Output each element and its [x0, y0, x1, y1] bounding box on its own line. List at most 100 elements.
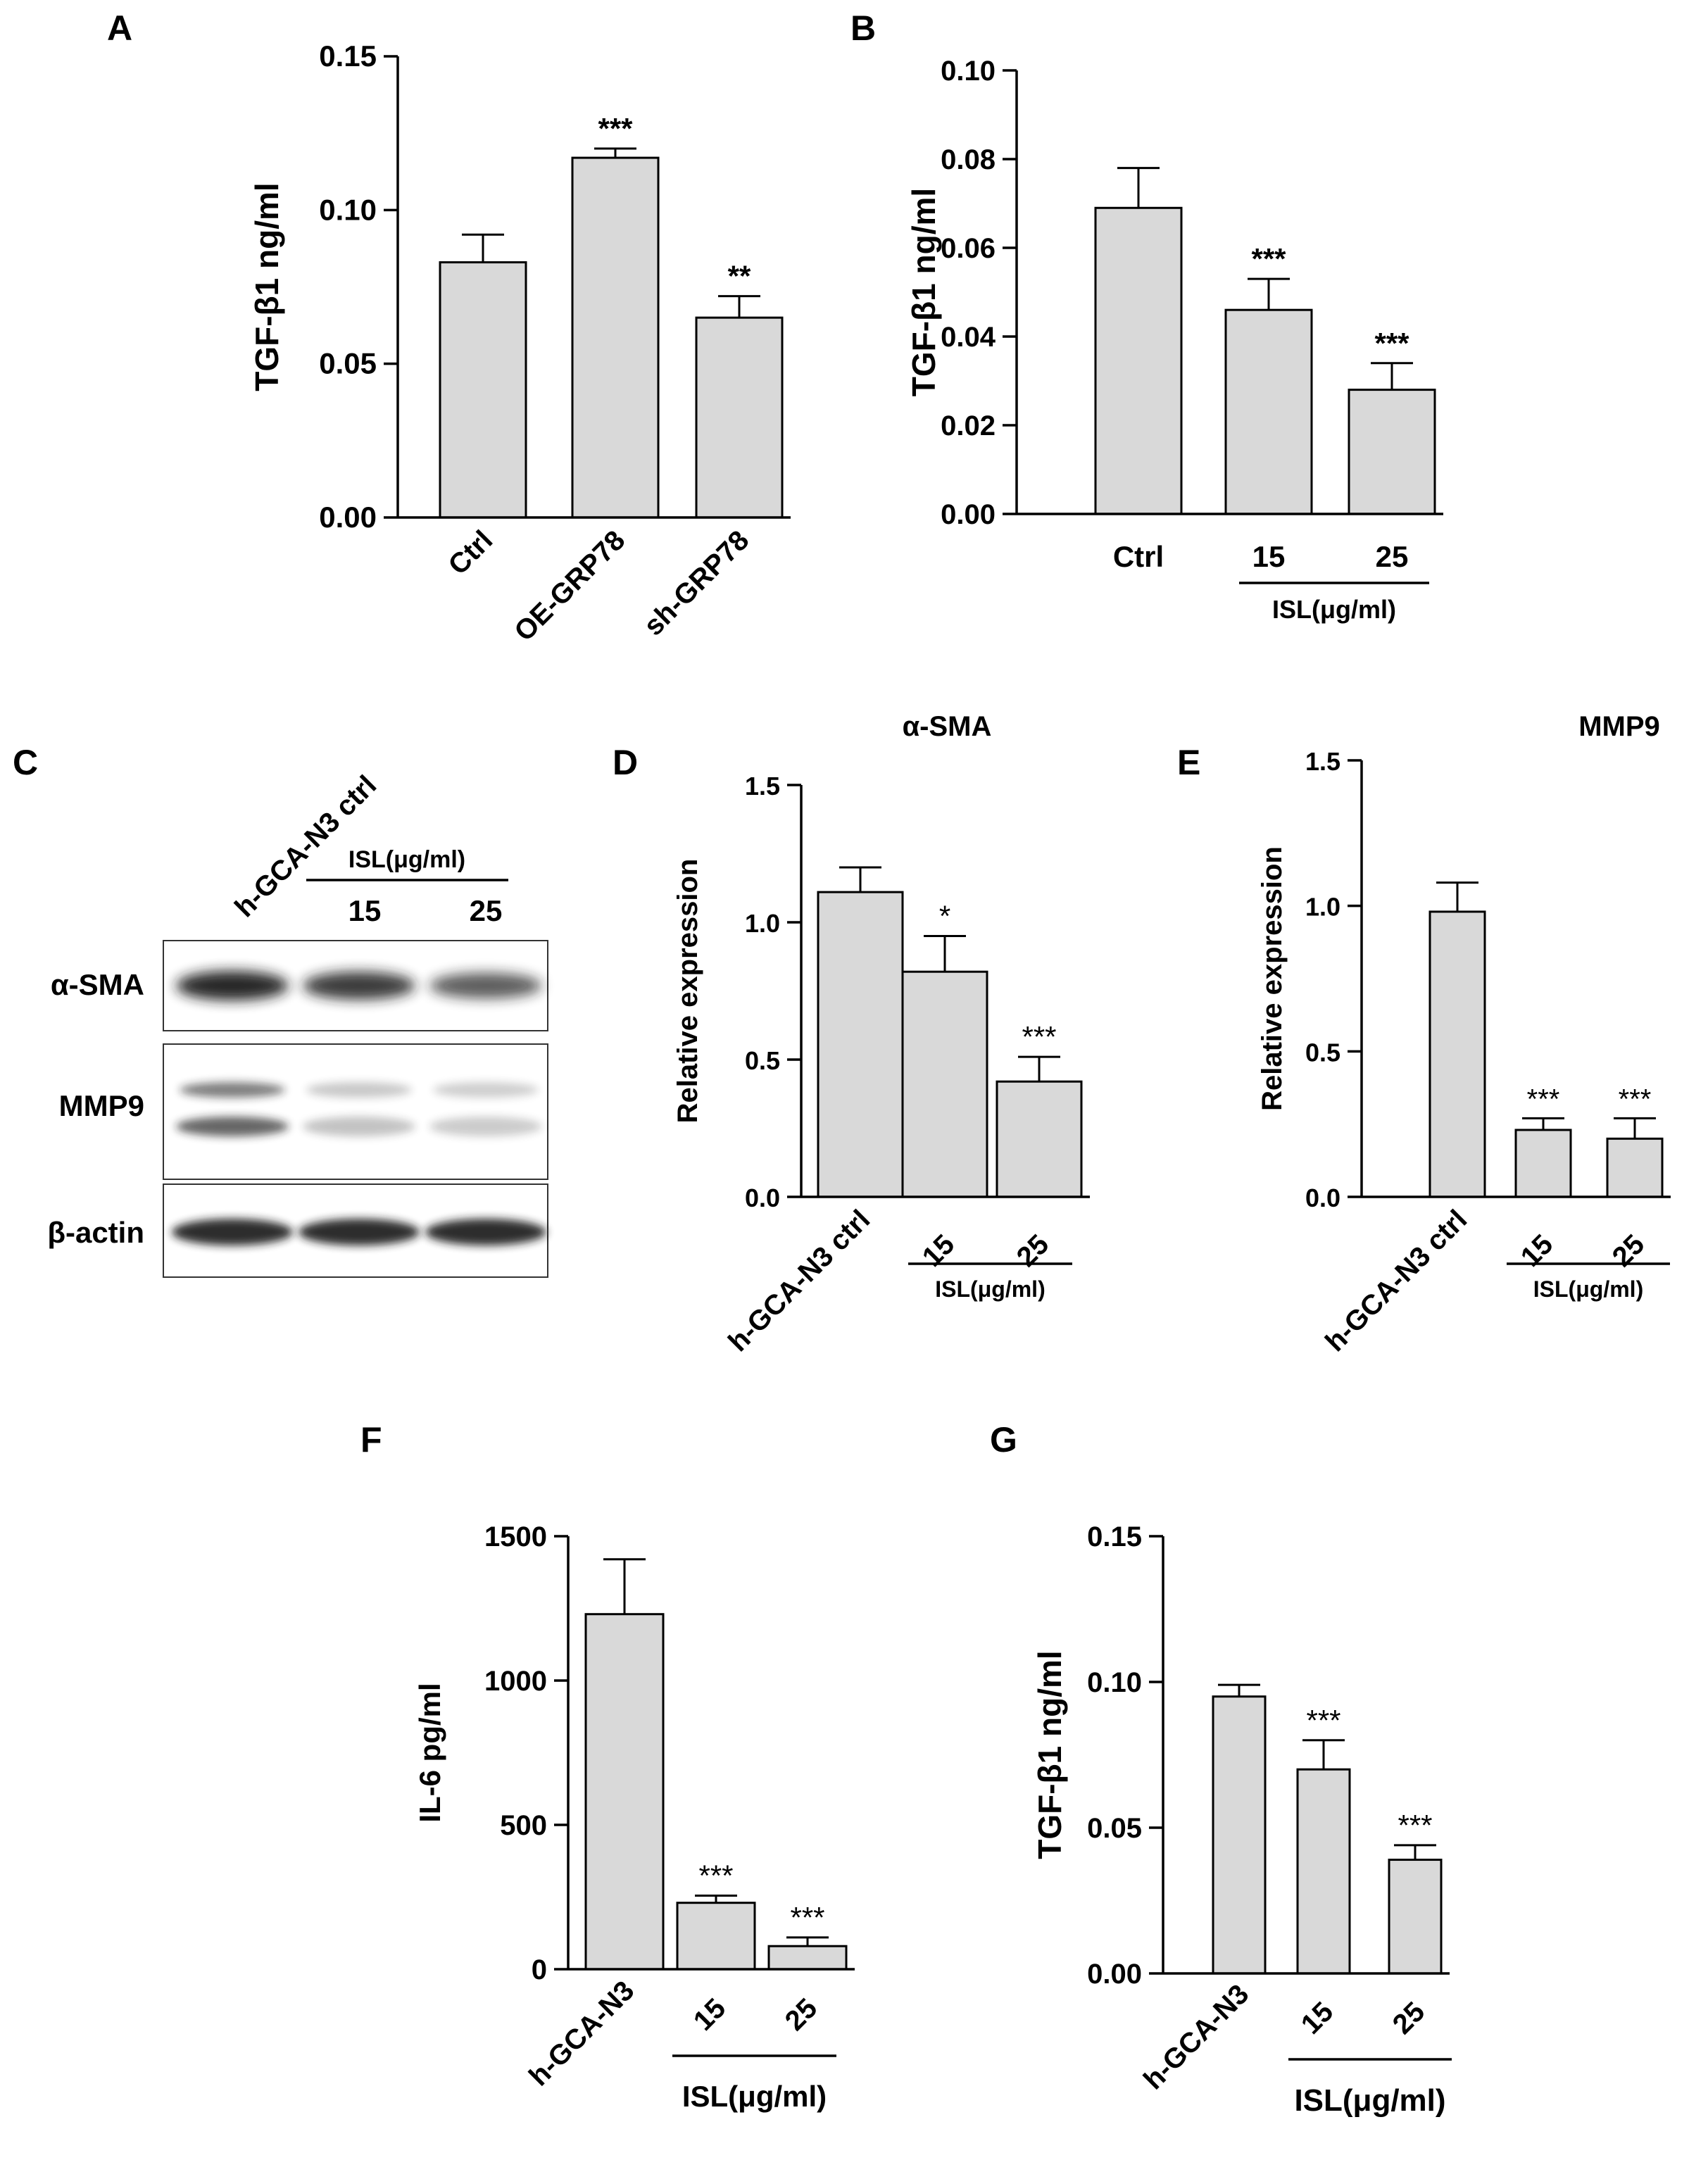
significance-label: ***: [1022, 1020, 1056, 1053]
y-tick-label: 1000: [484, 1666, 547, 1697]
significance-label: **: [728, 260, 751, 293]
significance-label: ***: [598, 112, 633, 145]
blot-band: [429, 1117, 542, 1136]
y-tick-label: 0.05: [319, 347, 377, 380]
y-tick-label: 0.06: [941, 233, 996, 264]
western-blot-panel: h-GCA-N3 ctrl ISL(μg/ml) 15 25 α-SMA MMP…: [47, 770, 548, 1278]
bar: [1348, 389, 1436, 515]
bar: [695, 316, 784, 519]
y-tick-label: 1.0: [745, 909, 780, 938]
bar: [901, 970, 988, 1198]
blot-band: [433, 1082, 539, 1098]
y-tick-label: 0.04: [941, 322, 996, 353]
significance-label: ***: [1619, 1084, 1652, 1114]
chart-panel-e: 0.0 0.5 1.0 1.5 Relative expression MMP9 *** **…: [1257, 711, 1671, 1357]
panel-letter-c: C: [13, 743, 38, 782]
significance-label: *: [939, 900, 950, 933]
y-axis-label: Relative expression: [672, 859, 703, 1124]
blot-row-label-bactin: β-actin: [47, 1216, 144, 1249]
y-tick-label: 1500: [484, 1521, 547, 1552]
blot-band: [425, 1219, 546, 1245]
blot-band: [303, 1117, 415, 1136]
bar: [1388, 1859, 1443, 1975]
chart-panel-g: 0.00 0.05 0.10 0.15 TGF-β1 ng/ml *** *** h-GCA-…: [1031, 1521, 1452, 2118]
bar: [1428, 910, 1486, 1198]
panel-letter-f: F: [360, 1420, 382, 1459]
panel-letter-a: A: [107, 8, 132, 48]
x-tick-label: Ctrl: [443, 525, 499, 581]
significance-label: ***: [790, 1901, 824, 1934]
x-tick-label: h-GCA-N3 ctrl: [722, 1204, 876, 1357]
significance-label: ***: [698, 1859, 733, 1892]
x-tick-label: 15: [917, 1229, 961, 1273]
significance-label: ***: [1374, 327, 1409, 360]
significance-label: ***: [1251, 242, 1286, 275]
x-tick-label: 15: [1295, 1996, 1340, 2040]
bar: [1606, 1137, 1664, 1198]
group-label: ISL(μg/ml): [1533, 1276, 1643, 1302]
x-tick-label: h-GCA-N3 ctrl: [1319, 1204, 1473, 1357]
y-tick-label: 0: [532, 1954, 547, 1985]
blot-group-label: ISL(μg/ml): [348, 846, 465, 873]
x-tick-label: 25: [779, 1992, 824, 2037]
y-tick-label: 0.5: [745, 1046, 780, 1075]
bar: [1514, 1129, 1572, 1198]
x-tick-label: 25: [1376, 540, 1409, 573]
y-tick-label: 0.02: [941, 410, 996, 441]
x-tick-label: 25: [1387, 1996, 1431, 2040]
panel-letter-e: E: [1177, 743, 1200, 782]
x-tick-label: 25: [1011, 1229, 1055, 1273]
y-axis-label: TGF-β1 ng/ml: [1031, 1650, 1068, 1859]
blot-lane-label-25: 25: [470, 894, 503, 927]
significance-label: ***: [1527, 1084, 1560, 1114]
blot-row-label-asma: α-SMA: [51, 968, 144, 1001]
panel-letter-b: B: [850, 8, 876, 48]
blot-band: [303, 971, 415, 1000]
bar: [817, 891, 904, 1198]
y-tick-label: 0.05: [1087, 1813, 1142, 1844]
panel-letter-g: G: [990, 1420, 1017, 1459]
group-label: ISL(μg/ml): [1294, 2083, 1445, 2118]
bar: [767, 1945, 848, 1971]
group-label: ISL(μg/ml): [935, 1276, 1045, 1302]
chart-panel-b: 0.00 0.02 0.04 0.06 0.08 0.10 TGF-β1 ng/ml *** *…: [905, 56, 1443, 624]
y-axis-label: TGF-β1 ng/ml: [249, 182, 285, 391]
y-tick-label: 0.08: [941, 144, 996, 175]
bar: [439, 261, 527, 519]
chart-title: MMP9: [1578, 711, 1660, 742]
y-tick-label: 0.10: [941, 56, 996, 87]
y-tick-label: 0.00: [319, 501, 377, 534]
bar: [571, 156, 660, 519]
bar: [1212, 1695, 1267, 1975]
blot-band: [176, 1117, 289, 1136]
y-tick-label: 0.0: [745, 1183, 780, 1212]
x-tick-label: sh-GRP78: [638, 525, 755, 641]
y-tick-label: 0.00: [941, 499, 996, 530]
y-tick-label: 0.00: [1087, 1959, 1142, 1990]
y-tick-label: 0.5: [1305, 1038, 1340, 1067]
x-tick-label: 15: [688, 1992, 732, 2037]
chart-title: α-SMA: [903, 711, 992, 742]
blot-row-mmp9: MMP9: [59, 1043, 548, 1180]
x-tick-label: 15: [1515, 1229, 1559, 1273]
bar: [1094, 206, 1183, 515]
y-tick-label: 0.10: [1087, 1667, 1142, 1698]
blot-lane-label-15: 15: [348, 894, 382, 927]
significance-label: ***: [1398, 1809, 1432, 1842]
blot-band: [299, 1219, 420, 1245]
bar: [996, 1080, 1083, 1198]
group-label: ISL(μg/ml): [682, 2080, 827, 2113]
group-label: ISL(μg/ml): [1272, 595, 1396, 624]
y-tick-label: 0.10: [319, 193, 377, 226]
blot-band: [306, 1082, 412, 1098]
y-tick-label: 1.5: [1305, 747, 1340, 776]
blot-band: [180, 1082, 285, 1098]
y-axis-label: IL-6 pg/ml: [413, 1683, 446, 1822]
y-axis-label: Relative expression: [1257, 846, 1288, 1111]
y-tick-label: 0.15: [319, 39, 377, 73]
bar: [1224, 308, 1313, 515]
blot-band: [172, 1219, 293, 1245]
blot-band: [429, 972, 542, 999]
